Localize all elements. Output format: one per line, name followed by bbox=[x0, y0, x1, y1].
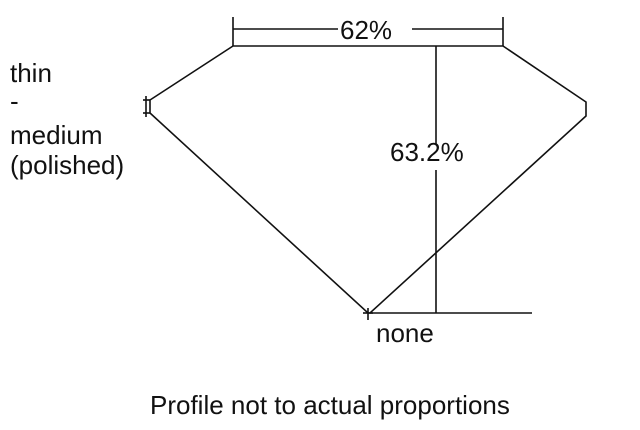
girdle-label-line3: medium bbox=[10, 120, 103, 150]
table-percentage: 62% bbox=[340, 15, 393, 45]
culet-label: none bbox=[376, 318, 434, 348]
depth-percentage: 63.2% bbox=[390, 137, 464, 167]
girdle-label-line4: (polished) bbox=[10, 150, 125, 180]
caption: Profile not to actual proportions bbox=[150, 390, 510, 420]
girdle-label-line2: - bbox=[10, 86, 19, 116]
gem-outline bbox=[149, 45, 587, 314]
girdle-label-line1: thin bbox=[10, 58, 52, 88]
